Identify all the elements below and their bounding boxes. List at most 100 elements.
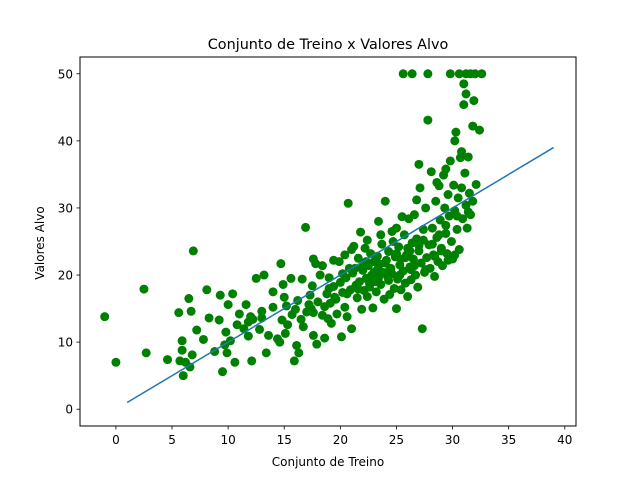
data-point xyxy=(457,183,467,193)
data-point xyxy=(421,203,431,213)
data-point xyxy=(308,308,318,318)
data-point xyxy=(391,249,401,259)
data-point xyxy=(452,224,462,234)
data-point xyxy=(353,284,363,294)
data-point xyxy=(268,302,278,312)
data-point xyxy=(111,357,121,367)
data-point xyxy=(384,247,394,257)
x-tick-label: 10 xyxy=(220,433,235,447)
data-point xyxy=(395,270,405,280)
data-point xyxy=(177,345,187,355)
data-point xyxy=(174,308,184,318)
data-point xyxy=(290,304,300,314)
y-tick-label: 0 xyxy=(65,403,73,417)
data-point xyxy=(289,356,299,366)
data-point xyxy=(434,230,444,240)
data-point xyxy=(436,246,446,256)
data-point xyxy=(275,337,285,347)
data-point xyxy=(241,300,251,310)
data-point xyxy=(371,287,381,297)
data-point xyxy=(177,336,187,346)
data-point xyxy=(460,168,470,178)
points-layer xyxy=(100,69,487,381)
data-point xyxy=(278,279,288,289)
plot-area-frame xyxy=(79,56,577,427)
data-point xyxy=(307,281,317,291)
data-point xyxy=(437,261,447,271)
data-point xyxy=(312,339,322,349)
data-point xyxy=(301,222,311,232)
data-point xyxy=(441,164,451,174)
data-point xyxy=(308,330,318,340)
data-point xyxy=(445,69,455,79)
data-point xyxy=(222,348,232,358)
data-point xyxy=(406,265,416,275)
data-point xyxy=(452,211,462,221)
data-point xyxy=(422,253,432,263)
data-point xyxy=(228,289,238,299)
data-point xyxy=(469,96,479,106)
data-point xyxy=(409,210,419,220)
data-point xyxy=(361,257,371,267)
data-point xyxy=(450,250,460,260)
data-point xyxy=(389,283,399,293)
data-point xyxy=(430,271,440,281)
data-point xyxy=(446,237,456,246)
data-point xyxy=(464,188,474,198)
data-point xyxy=(463,152,473,162)
data-point xyxy=(185,362,195,372)
data-point xyxy=(376,230,386,240)
data-point xyxy=(457,147,467,157)
data-point xyxy=(315,270,325,280)
data-point xyxy=(403,292,413,302)
data-point xyxy=(377,239,387,249)
data-point xyxy=(255,324,265,334)
data-point xyxy=(408,254,418,264)
x-axis-label: Conjunto de Treino xyxy=(272,455,384,469)
data-point xyxy=(279,292,289,302)
data-point xyxy=(332,309,342,319)
data-point xyxy=(331,294,341,304)
data-point xyxy=(223,300,233,310)
data-point xyxy=(298,322,308,332)
y-axis-label: Valores Alvo xyxy=(33,206,47,279)
data-point xyxy=(347,245,357,255)
data-point xyxy=(251,273,261,283)
data-point xyxy=(417,324,427,334)
data-point xyxy=(387,226,397,236)
data-point xyxy=(471,179,481,189)
y-tick-label: 10 xyxy=(58,336,73,350)
data-point xyxy=(362,235,372,245)
data-point xyxy=(380,196,390,206)
data-point xyxy=(391,304,401,314)
data-point xyxy=(268,287,278,297)
data-point xyxy=(444,211,454,221)
data-point xyxy=(280,328,290,338)
data-point xyxy=(221,327,231,337)
data-point xyxy=(441,220,451,230)
data-point xyxy=(450,136,460,146)
x-tick-label: 0 xyxy=(112,433,120,447)
regression-line-layer xyxy=(126,146,554,404)
data-point xyxy=(461,89,471,99)
data-point xyxy=(257,306,267,316)
data-point xyxy=(276,259,286,269)
data-point xyxy=(340,250,350,260)
y-tick-label: 30 xyxy=(58,201,73,215)
data-point xyxy=(297,274,307,284)
data-point xyxy=(163,355,173,365)
data-point xyxy=(430,251,440,261)
y-tick-label: 40 xyxy=(58,134,73,148)
data-point xyxy=(308,254,318,264)
data-point xyxy=(324,273,334,283)
data-point xyxy=(230,357,240,367)
data-point xyxy=(356,227,366,237)
chart-title: Conjunto de Treino x Valores Alvo xyxy=(208,37,449,53)
x-tick-label: 20 xyxy=(333,433,348,447)
data-point xyxy=(243,317,253,327)
data-point xyxy=(463,207,473,217)
x-tick-label: 15 xyxy=(277,433,292,447)
data-point xyxy=(343,198,353,208)
data-point xyxy=(362,292,372,302)
